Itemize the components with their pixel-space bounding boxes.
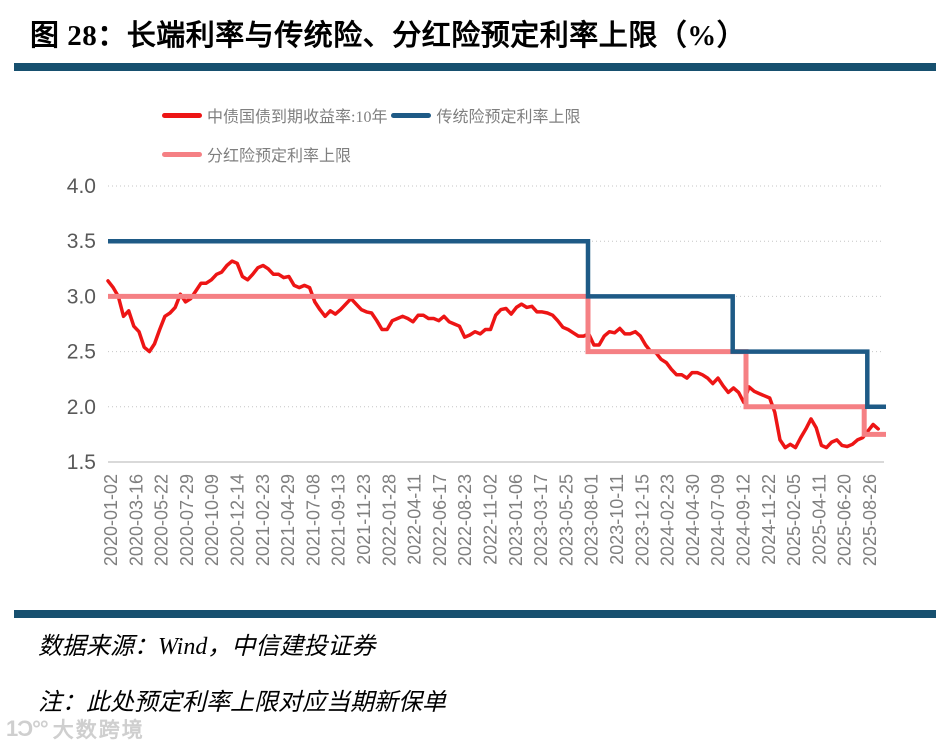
x-tick-label: 2025-08-26 <box>860 474 880 566</box>
legend-item-participating-cap: 分红险预定利率上限 <box>162 142 351 166</box>
note-line: 注：此处预定利率上限对应当期新保单 <box>38 690 446 716</box>
x-tick-label: 2022-06-17 <box>430 474 450 566</box>
x-tick-label: 2022-08-23 <box>455 474 475 566</box>
watermark: 1Ɔ°° 大数跨境 <box>6 714 145 744</box>
x-tick-label: 2023-05-25 <box>556 474 576 566</box>
x-tick-label: 2025-02-05 <box>784 474 804 566</box>
legend-item-traditional-cap: 传统险预定利率上限 <box>391 103 580 127</box>
x-tick-label: 2025-06-20 <box>835 474 855 566</box>
legend-label: 分红险预定利率上限 <box>207 148 352 165</box>
legend-label: 传统险预定利率上限 <box>436 109 581 126</box>
x-tick-label: 2024-11-22 <box>759 474 779 565</box>
y-tick-label: 3.5 <box>67 230 96 253</box>
legend-swatch-pink <box>162 151 202 157</box>
y-tick-label: 3.0 <box>67 285 96 308</box>
x-tick-label: 2022-11-02 <box>481 474 501 565</box>
bottom-divider <box>14 610 936 618</box>
x-tick-label: 2025-04-11 <box>809 474 829 565</box>
watermark-text: 大数跨境 <box>52 719 145 742</box>
legend-item-bond-yield: 中债国债到期收益率:10年 <box>162 103 387 127</box>
x-tick-label: 2021-11-23 <box>354 474 374 565</box>
x-tick-label: 2020-03-16 <box>126 474 146 566</box>
x-tick-label: 2021-09-13 <box>329 474 349 566</box>
legend-swatch-blue <box>391 112 432 118</box>
y-tick-label: 2.0 <box>67 396 96 419</box>
y-tick-label: 2.5 <box>67 341 96 364</box>
x-tick-label: 2023-03-17 <box>531 474 551 566</box>
x-tick-label: 2024-07-09 <box>708 474 728 566</box>
y-tick-label: 1.5 <box>67 451 96 474</box>
x-tick-label: 2020-10-09 <box>202 474 222 566</box>
x-tick-label: 2023-01-06 <box>506 474 526 566</box>
x-tick-label: 2020-07-29 <box>177 474 197 566</box>
series-bond-yield-line <box>106 259 880 450</box>
x-tick-label: 2022-01-28 <box>379 474 399 566</box>
legend-row: 分红险预定利率上限 <box>162 142 584 166</box>
x-tick-label: 2024-02-23 <box>658 474 678 566</box>
series-participating-cap-line <box>108 293 886 437</box>
x-tick-label: 2021-02-23 <box>253 474 273 566</box>
x-tick-label: 2023-12-15 <box>632 474 652 566</box>
x-tick-label: 2022-04-11 <box>405 474 425 565</box>
top-divider <box>14 63 936 71</box>
x-tick-label: 2024-09-12 <box>734 474 754 566</box>
legend-label: 中债国债到期收益率:10年 <box>207 109 388 126</box>
x-tick-label: 2024-04-30 <box>683 474 703 566</box>
x-tick-label: 2023-10-11 <box>607 474 627 565</box>
figure-title: 图 28：长端利率与传统险、分红险预定利率上限（%） <box>30 20 747 52</box>
chart-legend: 中债国债到期收益率:10年 传统险预定利率上限 分红险预定利率上限 <box>162 103 584 181</box>
data-source-line: 数据来源：Wind，中信建投证券 <box>38 634 376 660</box>
legend-row: 中债国债到期收益率:10年 传统险预定利率上限 <box>162 103 584 127</box>
x-tick-label: 2021-04-29 <box>278 474 298 566</box>
legend-swatch-red <box>162 112 202 118</box>
series-traditional-cap-line <box>108 238 886 410</box>
x-tick-label: 2020-05-22 <box>152 474 172 566</box>
x-tick-label: 2023-08-01 <box>582 474 602 566</box>
x-tick-label: 2020-12-14 <box>228 474 248 566</box>
watermark-logo-icon: 1Ɔ°° <box>6 716 49 741</box>
y-tick-label: 4.0 <box>67 175 96 198</box>
x-tick-label: 2021-07-08 <box>303 474 323 566</box>
x-tick-label: 2020-01-02 <box>101 474 121 566</box>
